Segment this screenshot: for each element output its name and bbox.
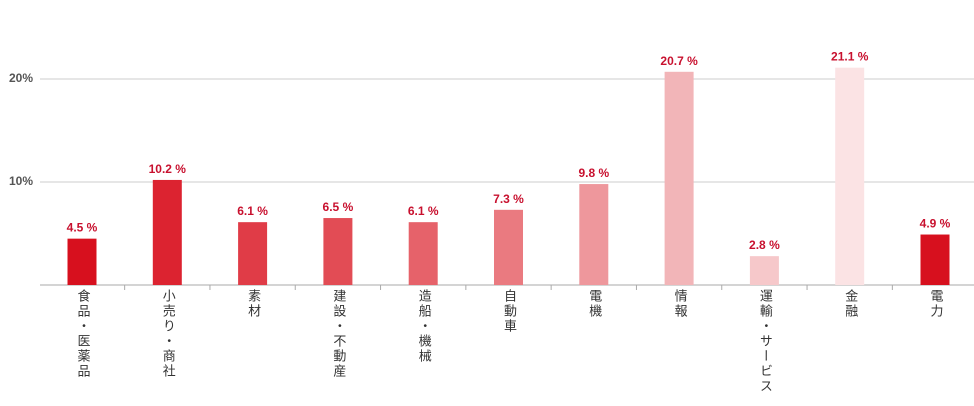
bar bbox=[408, 222, 438, 285]
value-label: 6.5 % bbox=[323, 200, 354, 214]
bar bbox=[835, 67, 865, 285]
bar bbox=[579, 184, 609, 285]
value-label: 6.1 % bbox=[408, 204, 439, 218]
x-tick-label: 電機 bbox=[586, 289, 602, 319]
bar bbox=[749, 256, 779, 285]
x-tick-label: 自動車 bbox=[501, 289, 517, 334]
y-tick-label: 20% bbox=[9, 71, 33, 85]
bar bbox=[494, 209, 523, 285]
value-label: 9.8 % bbox=[578, 166, 609, 180]
bar bbox=[664, 71, 694, 285]
value-label: 20.7 % bbox=[660, 54, 698, 68]
bar bbox=[323, 218, 353, 285]
bar bbox=[152, 179, 182, 285]
y-tick-label: 10% bbox=[9, 174, 33, 188]
bar bbox=[920, 234, 950, 285]
bar bbox=[238, 222, 268, 285]
x-tick-label: 運輸・サービス bbox=[757, 289, 773, 394]
x-tick-label: 情報 bbox=[672, 289, 688, 319]
value-label: 6.1 % bbox=[237, 204, 268, 218]
x-tick-label: 造船・機械 bbox=[416, 289, 432, 364]
value-label: 4.5 % bbox=[67, 221, 98, 235]
x-tick-label: 建設・不動産 bbox=[330, 289, 346, 379]
bar bbox=[67, 238, 97, 285]
value-label: 21.1 % bbox=[831, 50, 869, 64]
value-label: 4.9 % bbox=[920, 217, 951, 231]
value-label: 10.2 % bbox=[149, 162, 187, 176]
value-label: 2.8 % bbox=[749, 238, 780, 252]
x-tick-label: 金融 bbox=[842, 288, 858, 319]
x-tick-label: 電力 bbox=[928, 289, 944, 319]
x-tick-label: 素材 bbox=[245, 289, 261, 319]
x-tick-label: 小売り・商社 bbox=[160, 289, 176, 379]
x-tick-label: 食品・医薬品 bbox=[75, 288, 91, 379]
value-label: 7.3 % bbox=[493, 192, 524, 206]
